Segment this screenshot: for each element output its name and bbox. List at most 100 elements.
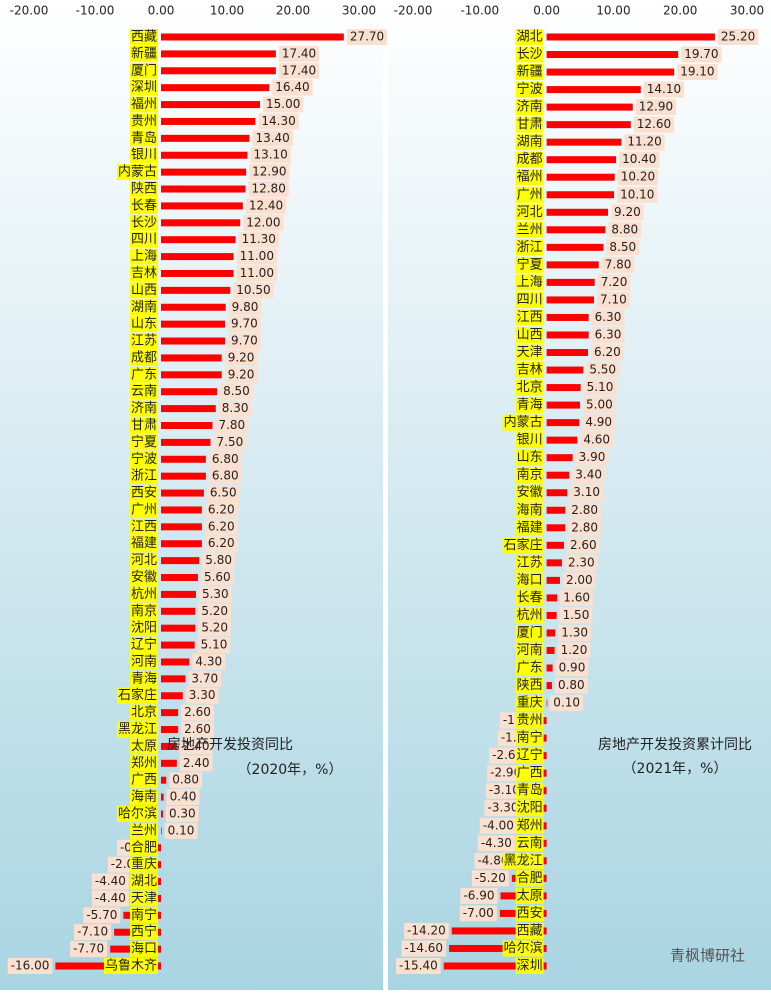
value-label: 5.30 [202, 587, 229, 601]
category-label-group: 南京 [129, 603, 158, 620]
value-label-bg [471, 870, 509, 887]
bar [546, 384, 581, 392]
value-label-bg [198, 603, 232, 620]
value-label-group: 10.20 [617, 169, 659, 186]
bar [546, 33, 715, 41]
value-label: 5.80 [205, 553, 232, 567]
value-label-group: 12.90 [635, 99, 677, 116]
category-label-group: 西安 [515, 905, 544, 922]
value-label: -3.10 [489, 783, 520, 797]
value-label-group: -7.70 [70, 941, 108, 958]
category-label-bg [515, 747, 544, 764]
value-label: 6.20 [594, 345, 621, 359]
category-label-bg [515, 922, 544, 939]
category-label-bg [129, 62, 158, 79]
category-label-group: 合肥 [515, 870, 544, 887]
value-label-bg [228, 333, 261, 350]
value-label-bg [606, 239, 640, 256]
category-label-group: 河南 [129, 653, 158, 670]
category-label-bg [515, 326, 544, 343]
category-label: 河北 [517, 205, 543, 220]
value-label-bg [597, 274, 631, 291]
category-label-bg [515, 660, 544, 677]
value-label-group: 0.80 [554, 677, 588, 694]
value-label-bg [487, 765, 525, 782]
value-label: 9.80 [232, 300, 259, 314]
bar [161, 134, 250, 142]
value-label-group: 8.30 [218, 400, 252, 417]
bar [546, 471, 570, 479]
category-label-group: 长沙 [129, 214, 158, 231]
value-label-group: 2.60 [566, 537, 600, 554]
value-label: 3.40 [575, 468, 602, 482]
value-label-group: 4.90 [582, 414, 616, 431]
bar [546, 68, 675, 76]
category-label-group: 安徽 [515, 484, 544, 501]
value-label: 6.20 [208, 519, 235, 533]
value-label-bg [558, 624, 592, 641]
value-label-group: -16.00 [7, 958, 53, 974]
category-label-bg [129, 316, 158, 333]
value-label: 2.60 [184, 705, 211, 719]
value-label-bg [206, 485, 240, 502]
category-label: 上海 [517, 275, 543, 290]
category-label-group: 辽宁 [515, 747, 544, 764]
bar [443, 962, 547, 970]
category-label: 长春 [517, 590, 543, 605]
category-label-bg [515, 239, 544, 256]
category-label-group: 吉林 [129, 265, 158, 282]
category-label-bg [129, 822, 158, 839]
category-label-group: 上海 [129, 248, 158, 265]
value-label: 19.70 [684, 47, 718, 61]
value-label-group: 9.80 [228, 299, 262, 316]
value-label: 16.40 [275, 80, 309, 94]
value-label-bg [459, 905, 497, 922]
category-label: 江苏 [517, 554, 543, 570]
category-label: 杭州 [131, 587, 157, 602]
value-label-group: 2.00 [562, 572, 596, 589]
category-label-group: 宁夏 [515, 256, 544, 273]
value-label-bg [559, 607, 593, 624]
category-label-bg [515, 519, 544, 536]
value-label: 0.40 [170, 790, 197, 804]
value-label-group: 5.50 [586, 362, 620, 379]
bar [161, 405, 216, 413]
value-label-bg [238, 231, 279, 248]
value-label: -5.20 [475, 871, 506, 885]
category-label: 宁波 [131, 451, 157, 467]
value-label-group: 13.40 [252, 130, 293, 147]
category-label-group: 甘肃 [515, 116, 544, 133]
bar [161, 84, 270, 92]
value-label-group: 7.80 [215, 417, 249, 434]
value-label-bg [583, 379, 617, 396]
bar [161, 320, 226, 328]
category-label-bg [515, 484, 544, 501]
bar [161, 742, 177, 750]
category-label-group: 内蒙古 [502, 414, 544, 431]
bar [161, 759, 177, 767]
category-label-bg [129, 366, 158, 383]
category-label-bg [129, 501, 158, 518]
value-label: 0.10 [168, 823, 195, 837]
bar [546, 208, 609, 216]
value-label-group: 11.30 [238, 231, 279, 248]
bar [161, 286, 231, 294]
value-label: 4.90 [585, 415, 612, 429]
category-label-bg [129, 586, 158, 603]
value-label-group: 12.60 [633, 116, 675, 133]
bar [546, 436, 578, 444]
annotation: 房地产开发投资同比 [167, 737, 293, 753]
value-label-bg [555, 660, 589, 677]
bar [546, 419, 580, 427]
category-label-group: 湖北 [129, 873, 158, 890]
bar [161, 371, 222, 379]
bar [546, 156, 617, 164]
value-label-group: 2.80 [568, 502, 602, 519]
value-label-bg [474, 852, 512, 869]
value-label-group: 11.00 [236, 265, 277, 282]
value-label-group: -5.20 [471, 870, 509, 887]
value-label-group: 5.30 [198, 586, 232, 603]
bar [161, 472, 206, 480]
category-label-group: 海口 [515, 572, 544, 589]
value-label: 7.80 [218, 418, 245, 432]
